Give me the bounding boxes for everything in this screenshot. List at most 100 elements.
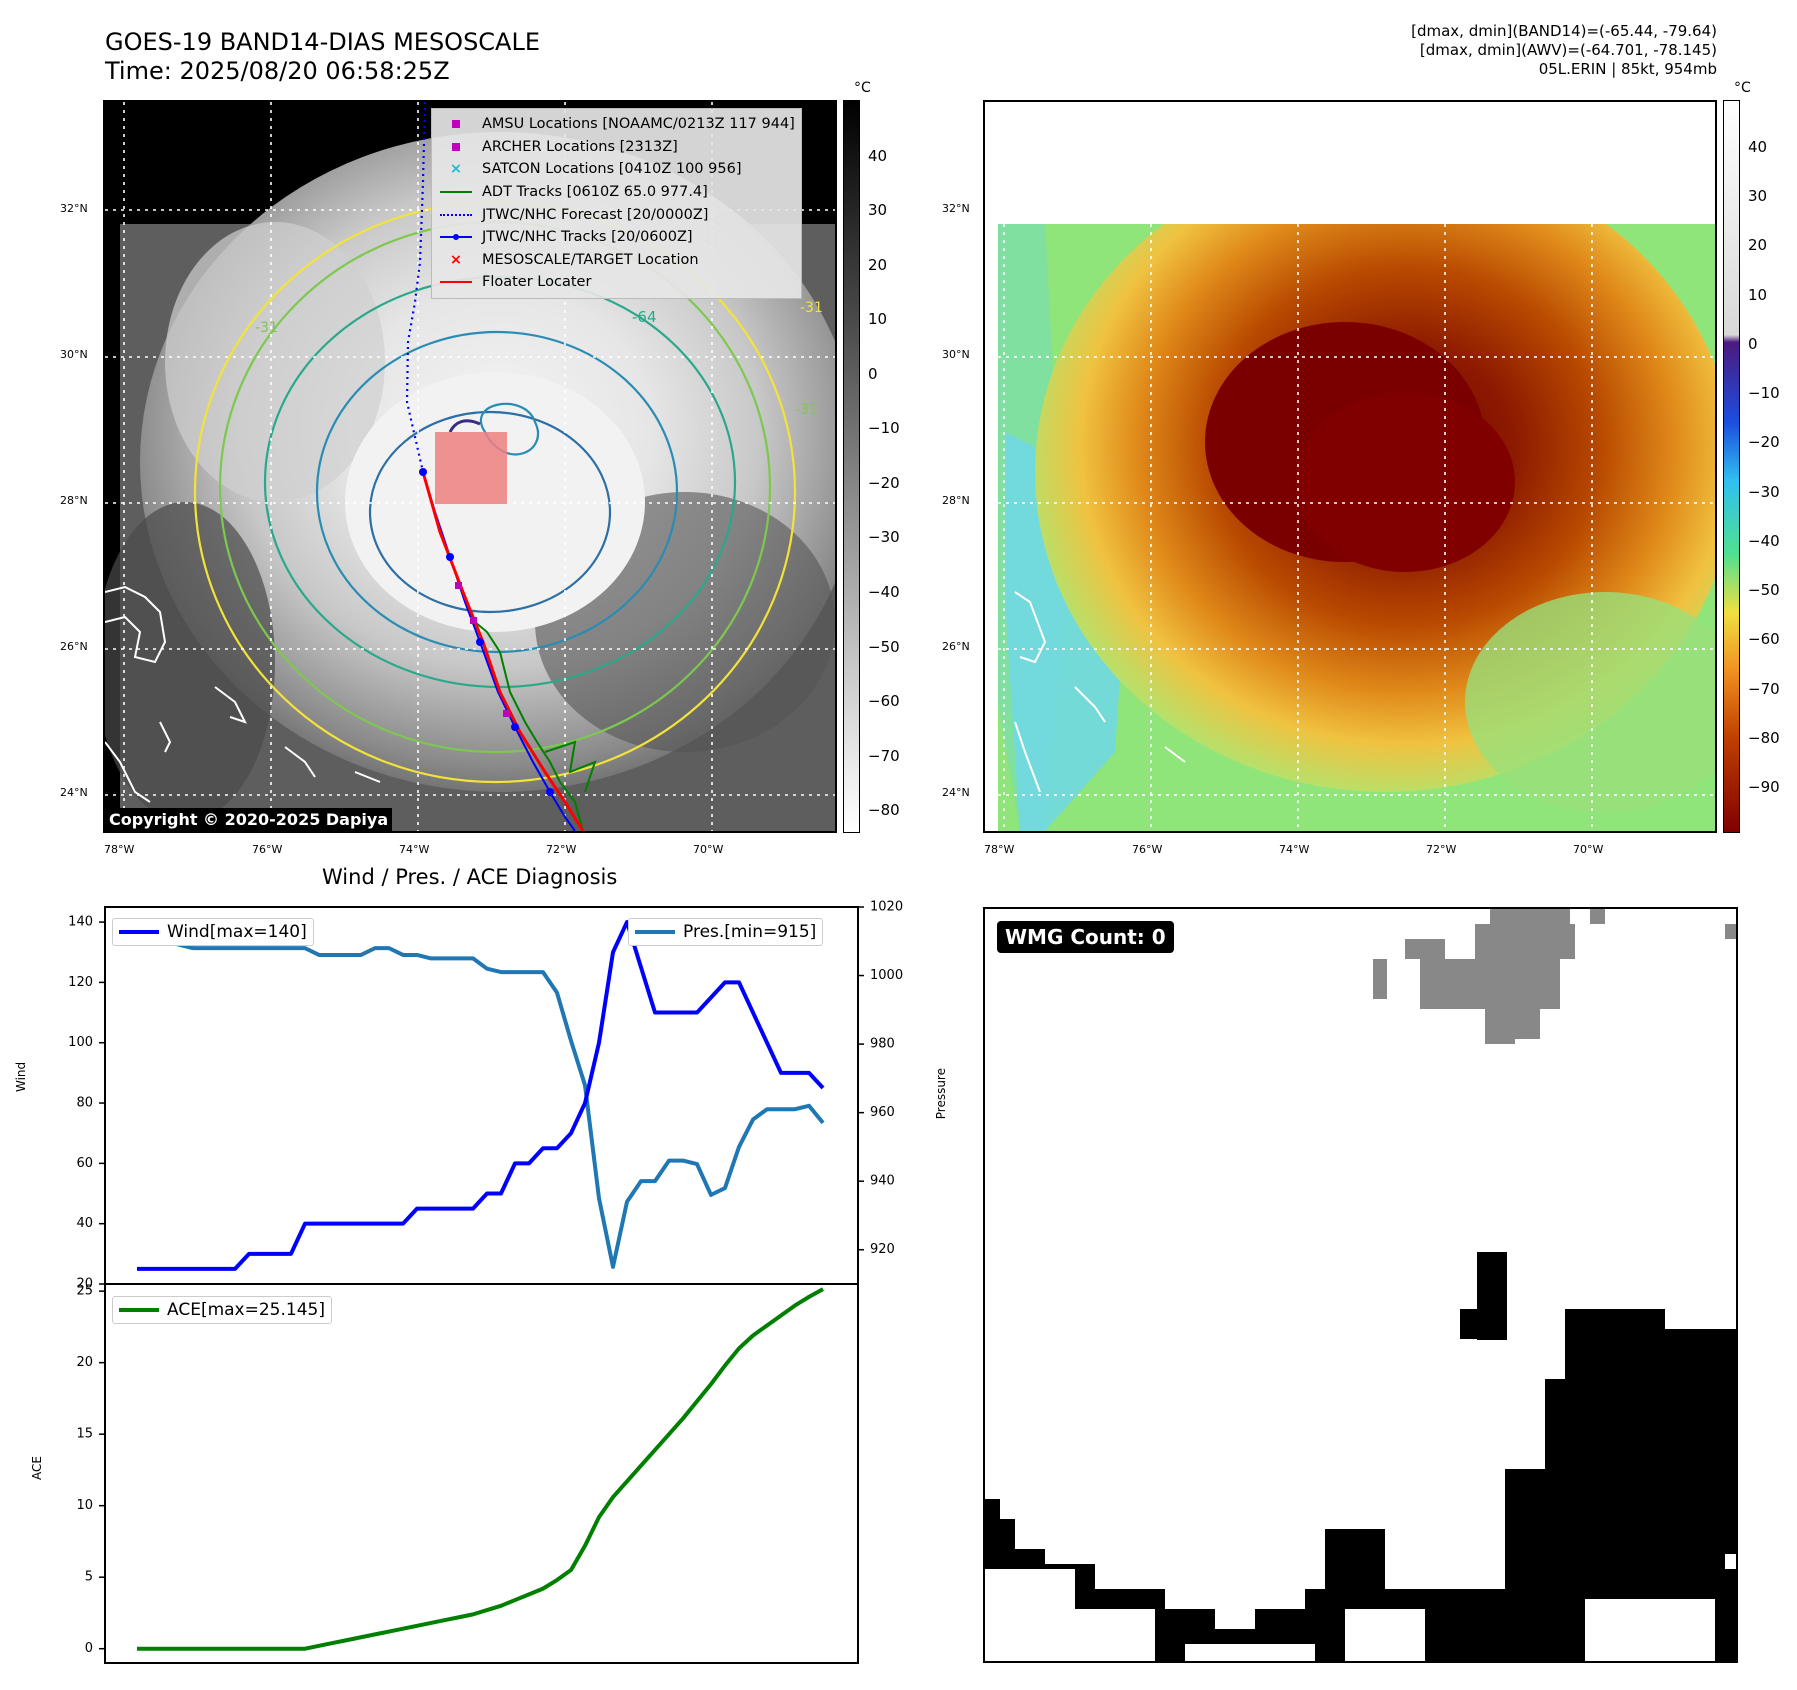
wmg-mask-image (985, 909, 1736, 1661)
ace-line (137, 1287, 824, 1651)
lat-label: 26°N (60, 640, 88, 653)
colorbar-tick-label: 30 (1748, 187, 1768, 206)
lat-label: 32°N (60, 202, 88, 215)
ace-tick-label: 5 (85, 1570, 93, 1585)
wind-tick-label: 140 (68, 915, 93, 930)
colorbar-tick-label: −60 (1748, 630, 1780, 649)
dotted-line-icon (438, 208, 474, 222)
wmg-panel: WMG Count: 0 (983, 907, 1738, 1663)
lon-label: 72°W (546, 843, 577, 856)
lat-label: 24°N (60, 786, 88, 799)
ace-legend-line (119, 1308, 159, 1312)
colorbar-tick-label: −80 (1748, 729, 1780, 747)
wind-legend-label: Wind[max=140] (167, 922, 307, 942)
ace-tick-label: 15 (76, 1427, 93, 1442)
wind-tick-label: 60 (76, 1156, 93, 1171)
ace-legend-label: ACE[max=25.145] (167, 1300, 325, 1320)
legend-item: × SATCON Locations [0410Z 100 956] (438, 158, 795, 181)
colorbar-tick-label: −20 (868, 473, 900, 492)
lon-label: 70°W (1573, 843, 1604, 856)
colorbar-tick-label: −30 (1748, 482, 1780, 501)
colorbar-tick-label: −60 (868, 692, 900, 711)
colorbar-tick-label: 10 (1748, 285, 1768, 304)
pressure-legend-line (635, 930, 675, 934)
pressure-line (137, 922, 825, 1269)
lon-label: 72°W (1426, 843, 1457, 856)
colorbar-tick-label: 40 (868, 146, 888, 165)
square-marker-icon (438, 140, 474, 154)
title-line-1: GOES-19 BAND14-DIAS MESOSCALE (105, 28, 541, 56)
pressure-legend-label: Pres.[min=915] (683, 922, 817, 942)
colorbar-tick-label: −10 (1748, 384, 1780, 403)
colorbar-tick-label: −40 (1748, 531, 1780, 550)
diagnosis-title: Wind / Pres. / ACE Diagnosis (322, 865, 618, 889)
wind-tick-label: 80 (76, 1096, 93, 1111)
storm-info: [dmax, dmin](BAND14)=(-65.44, -79.64) [d… (1411, 22, 1717, 79)
colorbar-tick-label: −50 (868, 637, 900, 656)
wind-tick-label: 40 (76, 1216, 93, 1231)
ace-tick-label: 10 (76, 1498, 93, 1513)
legend-item: AMSU Locations [NOAAMC/0213Z 117 944] (438, 113, 795, 136)
ace-axis-label: ACE (30, 1456, 44, 1480)
colorbar-tick-label: 0 (1748, 334, 1758, 353)
lon-label: 70°W (693, 843, 724, 856)
copyright-label: Copyright © 2020-2025 Dapiya (105, 808, 393, 831)
pressure-tick-label: 940 (870, 1174, 895, 1189)
wind-legend-line (119, 930, 159, 934)
lat-label: 30°N (60, 348, 88, 361)
legend-item: JTWC/NHC Forecast [20/0000Z] (438, 203, 795, 226)
colorbar-tick-label: −90 (1748, 778, 1780, 797)
ace-tick-label: 25 (76, 1284, 93, 1299)
colorbar-tick-label: −30 (868, 528, 900, 547)
lon-label: 76°W (1132, 843, 1163, 856)
contour-label: -64 (632, 308, 657, 326)
contour-label: -31 (800, 300, 823, 316)
chart-title: GOES-19 BAND14-DIAS MESOSCALE Time: 2025… (105, 28, 540, 86)
pressure-tick-label: 1000 (870, 968, 903, 983)
awv-map-panel (983, 100, 1717, 833)
info-line-3: 05L.ERIN | 85kt, 954mb (1538, 60, 1717, 78)
square-marker-icon (438, 117, 474, 131)
colorbar-tick-label: −20 (1748, 433, 1780, 452)
pressure-tick-label: 920 (870, 1242, 895, 1257)
lat-label: 30°N (942, 348, 970, 361)
line-marker-icon (438, 275, 474, 289)
map-legend: AMSU Locations [NOAAMC/0213Z 117 944] AR… (431, 108, 802, 299)
colorbar-tick-label: 0 (868, 364, 878, 383)
ace-plot-frame (104, 1283, 859, 1664)
lat-label: 28°N (942, 494, 970, 507)
colorbar-tick-label: 30 (868, 201, 888, 220)
ir-map-panel: AMSU Locations [NOAAMC/0213Z 117 944] AR… (103, 100, 837, 833)
line-dot-icon (438, 230, 474, 244)
lon-label: 74°W (399, 843, 430, 856)
lon-label: 78°W (104, 843, 135, 856)
colorbar-tick-label: 10 (868, 310, 888, 329)
colorbar-unit: °C (1734, 80, 1751, 96)
legend-item: ADT Tracks [0610Z 65.0 977.4] (438, 181, 795, 204)
wmg-count-badge: WMG Count: 0 (997, 921, 1174, 953)
awv-satellite-image (985, 102, 1715, 831)
lat-label: 24°N (942, 786, 970, 799)
lon-label: 76°W (252, 843, 283, 856)
lon-label: 74°W (1279, 843, 1310, 856)
legend-item: ARCHER Locations [2313Z] (438, 136, 795, 159)
line-marker-icon (438, 185, 474, 199)
ir-colorbar (843, 100, 860, 833)
colorbar-tick-label: −50 (1748, 581, 1780, 600)
pressure-axis-label: Pressure (934, 1068, 948, 1120)
legend-item: JTWC/NHC Tracks [20/0600Z] (438, 226, 795, 249)
wind-line (137, 920, 825, 1271)
wind-plot-frame (104, 906, 859, 1285)
wind-legend: Wind[max=140] (112, 918, 314, 946)
info-line-2: [dmax, dmin](AWV)=(-64.701, -78.145) (1419, 41, 1717, 59)
lat-label: 28°N (60, 494, 88, 507)
colorbar-unit: °C (854, 80, 871, 96)
lat-label: 32°N (942, 202, 970, 215)
legend-item: × MESOSCALE/TARGET Location (438, 249, 795, 272)
lat-label: 26°N (942, 640, 970, 653)
ace-tick-label: 0 (85, 1641, 93, 1656)
lon-label: 78°W (984, 843, 1015, 856)
colorbar-tick-label: −10 (868, 419, 900, 438)
colorbar-tick-label: −40 (868, 582, 900, 601)
legend-item: Floater Locater (438, 271, 795, 294)
